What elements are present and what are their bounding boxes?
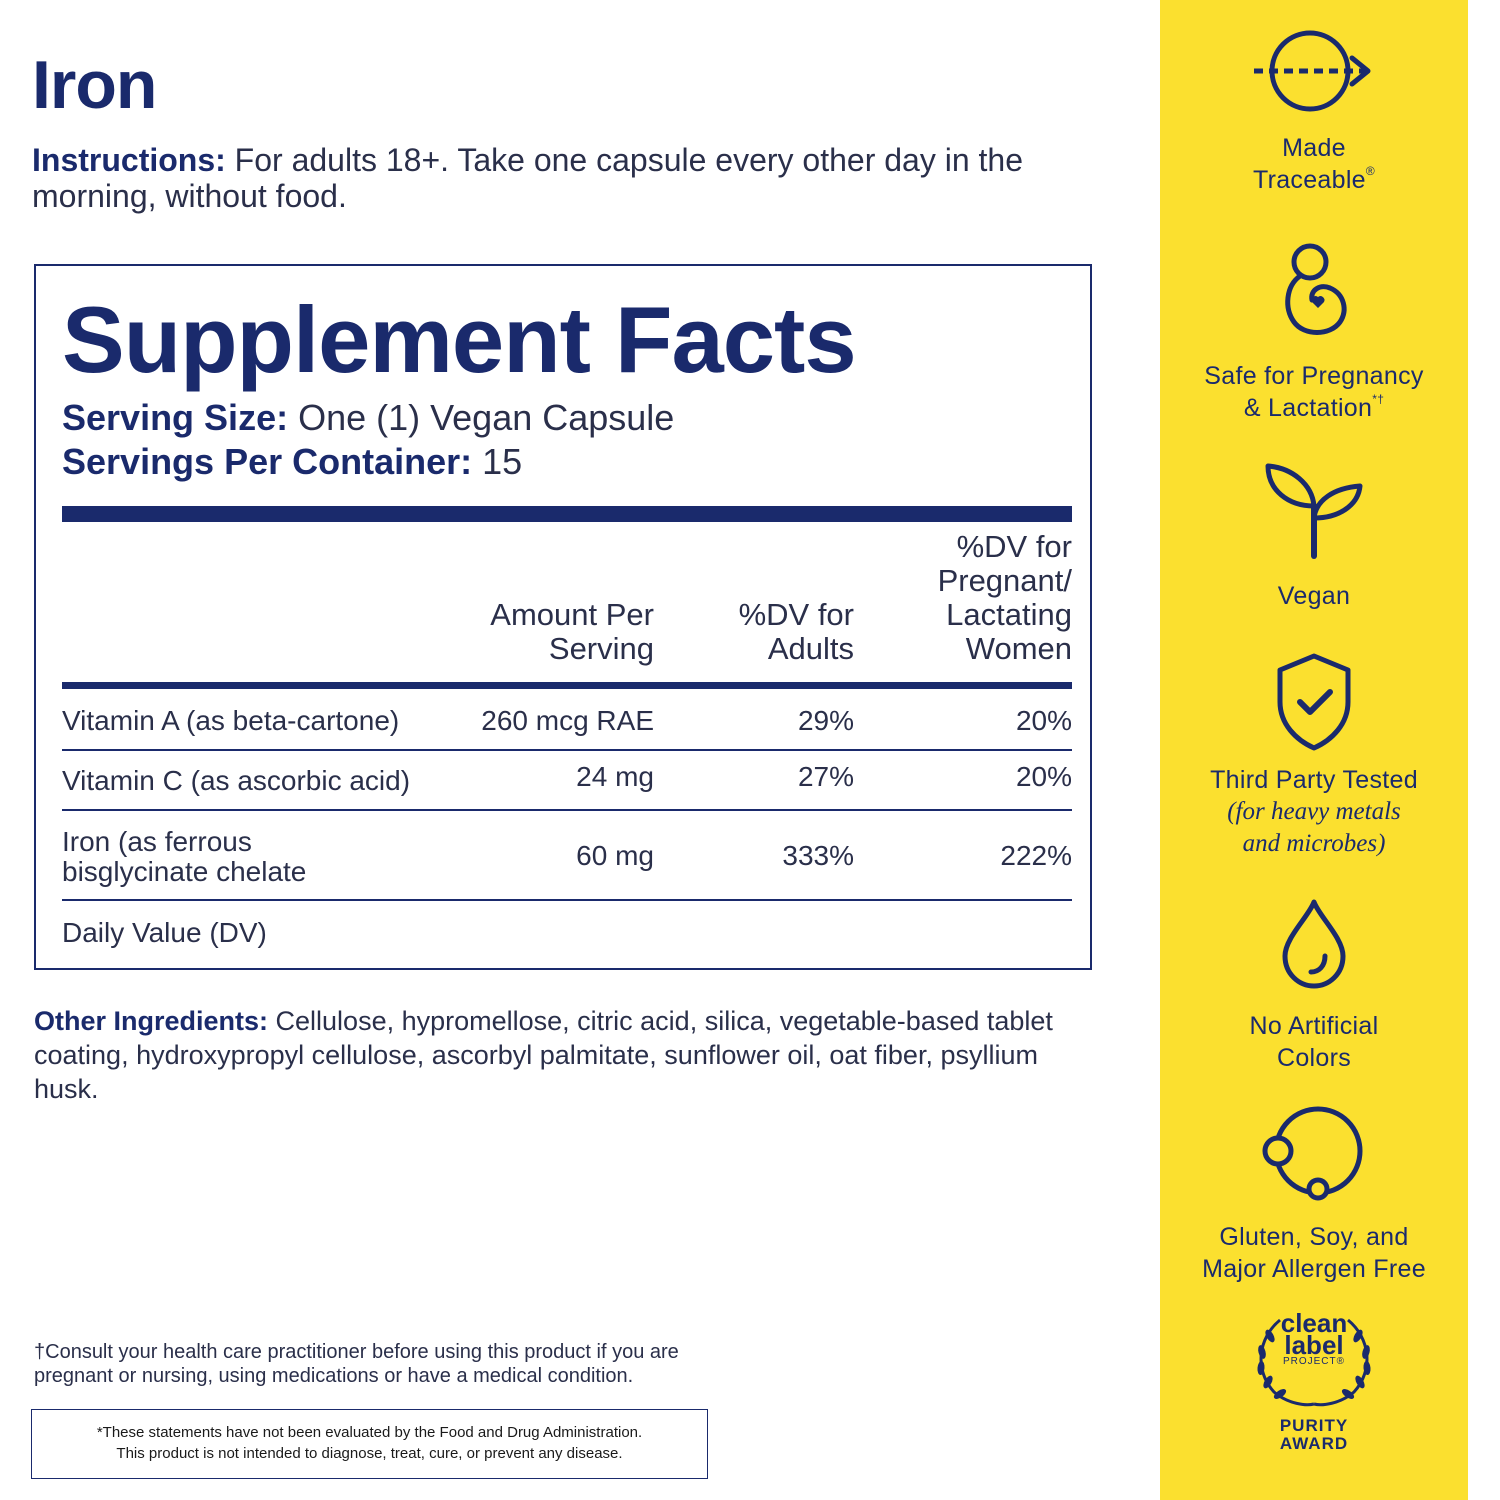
- other-ingredients-text: Cellulose, hypromellose, citric acid, si…: [34, 1006, 1053, 1104]
- header-divider: [62, 682, 1072, 689]
- fda-disclaimer-line: *These statements have not been evaluate…: [96, 1424, 643, 1441]
- laurel-wreath-icon: [1257, 1318, 1371, 1407]
- column-header-line: Serving: [548, 631, 654, 666]
- nutrient-dv-pregnant: 222%: [1000, 840, 1072, 871]
- serving-size: Serving Size: One (1) Vegan Capsule: [62, 396, 674, 440]
- supplement-facts-panel: Supplement Facts Serving Size: One (1) V…: [34, 264, 1092, 970]
- nutrient-name-line: Iron (as ferrous: [62, 826, 252, 857]
- consult-footnote: †Consult your health care practitioner b…: [34, 1341, 679, 1387]
- badge-made-traceable: Made Traceable®: [1160, 28, 1468, 196]
- badge-sublabel: and microbes): [1242, 830, 1386, 857]
- other-ingredients: Other Ingredients: Cellulose, hypromello…: [34, 1004, 1084, 1106]
- badge-label: Vegan: [1277, 582, 1351, 610]
- servings-per-value: 15: [472, 441, 523, 482]
- nutrient-amount: 24 mg: [576, 761, 654, 792]
- row-divider: [62, 809, 1072, 811]
- footnote-mark: *†: [1372, 392, 1385, 406]
- badge-pregnancy: Safe for Pregnancy & Lactation*†: [1160, 242, 1468, 424]
- badge-third-party-tested: Third Party Tested (for heavy metals and…: [1160, 652, 1468, 860]
- badge-label-text: Traceable: [1252, 166, 1366, 194]
- allergen-free-icon: [1262, 1106, 1363, 1201]
- award-project-text: PROJECT®: [1160, 1356, 1468, 1367]
- nutrient-dv-adults: 27%: [797, 761, 854, 792]
- badge-label: Made: [1282, 134, 1346, 162]
- column-header-line: %DV for: [738, 597, 854, 632]
- shield-check-icon: [1277, 653, 1351, 751]
- product-title: Iron: [32, 47, 157, 123]
- sprout-icon: [1265, 463, 1363, 559]
- instructions-text: For adults 18+. Take one capsule every o…: [32, 142, 1024, 214]
- nutrient-dv-pregnant: 20%: [1015, 761, 1072, 792]
- nutrient-name-line: bisglycinate chelate: [62, 856, 307, 887]
- serving-size-label: Serving Size:: [62, 397, 289, 438]
- nutrient-name: Vitamin A (as beta-cartone): [62, 705, 400, 736]
- nutrient-dv-adults: 333%: [782, 840, 854, 871]
- fda-disclaimer-line: This product is not intended to diagnose…: [116, 1445, 623, 1462]
- column-header-line: Adults: [767, 631, 854, 666]
- servings-per-label: Servings Per Container:: [62, 441, 473, 482]
- award-title: PURITY: [1279, 1416, 1349, 1435]
- nutrient-name: Vitamin C (as ascorbic acid): [62, 765, 411, 796]
- row-divider: [62, 899, 1072, 901]
- fda-disclaimer: *These statements have not been evaluate…: [31, 1409, 708, 1479]
- badge-label: Traceable®: [1160, 164, 1468, 196]
- instructions: Instructions: For adults 18+. Take one c…: [32, 142, 1092, 214]
- drop-icon: [1282, 899, 1346, 989]
- registered-mark: ®: [1336, 1356, 1346, 1367]
- pregnancy-icon: [1285, 243, 1347, 335]
- registered-mark: ®: [1365, 164, 1376, 178]
- award-project-word: PROJECT: [1282, 1356, 1337, 1367]
- badge-no-artificial-colors: No Artificial Colors: [1160, 898, 1468, 1074]
- badge-label: & Lactation*†: [1160, 392, 1468, 424]
- badge-label: Major Allergen Free: [1202, 1255, 1426, 1283]
- nutrient-dv-pregnant: 20%: [1015, 705, 1072, 736]
- badge-allergen-free: Gluten, Soy, and Major Allergen Free: [1160, 1105, 1468, 1285]
- badge-sublabel: (for heavy metals: [1227, 798, 1401, 825]
- badge-label: Safe for Pregnancy: [1204, 362, 1424, 390]
- serving-size-value: One (1) Vegan Capsule: [288, 397, 675, 438]
- column-header-line: Pregnant/: [937, 563, 1072, 598]
- column-header-line: Lactating: [946, 597, 1072, 632]
- instructions-label: Instructions:: [32, 142, 226, 178]
- other-ingredients-label: Other Ingredients:: [34, 1006, 269, 1036]
- badge-label: Third Party Tested: [1210, 766, 1418, 794]
- badge-label: No Artificial: [1249, 1012, 1379, 1040]
- column-header-dv-adults: %DV for Adults: [676, 598, 854, 666]
- badge-label: Gluten, Soy, and: [1219, 1223, 1409, 1251]
- row-divider: [62, 749, 1072, 751]
- award-logo-text: label: [1284, 1330, 1344, 1360]
- daily-value-note: Daily Value (DV): [62, 917, 267, 948]
- column-header-amount: Amount Per Serving: [416, 598, 654, 666]
- column-header-dv-pregnant: %DV for Pregnant/ Lactating Women: [876, 530, 1072, 666]
- supplement-facts-heading: Supplement Facts: [62, 287, 857, 392]
- column-header-line: %DV for: [956, 529, 1072, 564]
- thick-divider: [62, 506, 1072, 522]
- nutrient-amount: 260 mcg RAE: [481, 705, 654, 736]
- nutrient-amount: 60 mg: [576, 840, 654, 871]
- nutrient-dv-adults: 29%: [797, 705, 854, 736]
- badge-label-text: & Lactation: [1243, 394, 1373, 422]
- feature-sidebar: Made Traceable® Safe for Pregnancy & Lac…: [1160, 0, 1468, 1500]
- award-logo-text: clean: [1280, 1308, 1348, 1338]
- column-header-line: Women: [965, 631, 1072, 666]
- traceable-arrow-icon: [1254, 30, 1371, 112]
- clean-label-project-award: clean label PROJECT® PURITY AWARD: [1160, 1308, 1468, 1453]
- award-title: AWARD: [1279, 1434, 1349, 1453]
- servings-per-container: Servings Per Container: 15: [62, 440, 522, 484]
- column-header-line: Amount Per: [490, 597, 654, 632]
- nutrient-name: Iron (as ferrous bisglycinate chelate: [62, 827, 306, 887]
- badge-label: Colors: [1276, 1044, 1352, 1072]
- badge-vegan: Vegan: [1160, 460, 1468, 612]
